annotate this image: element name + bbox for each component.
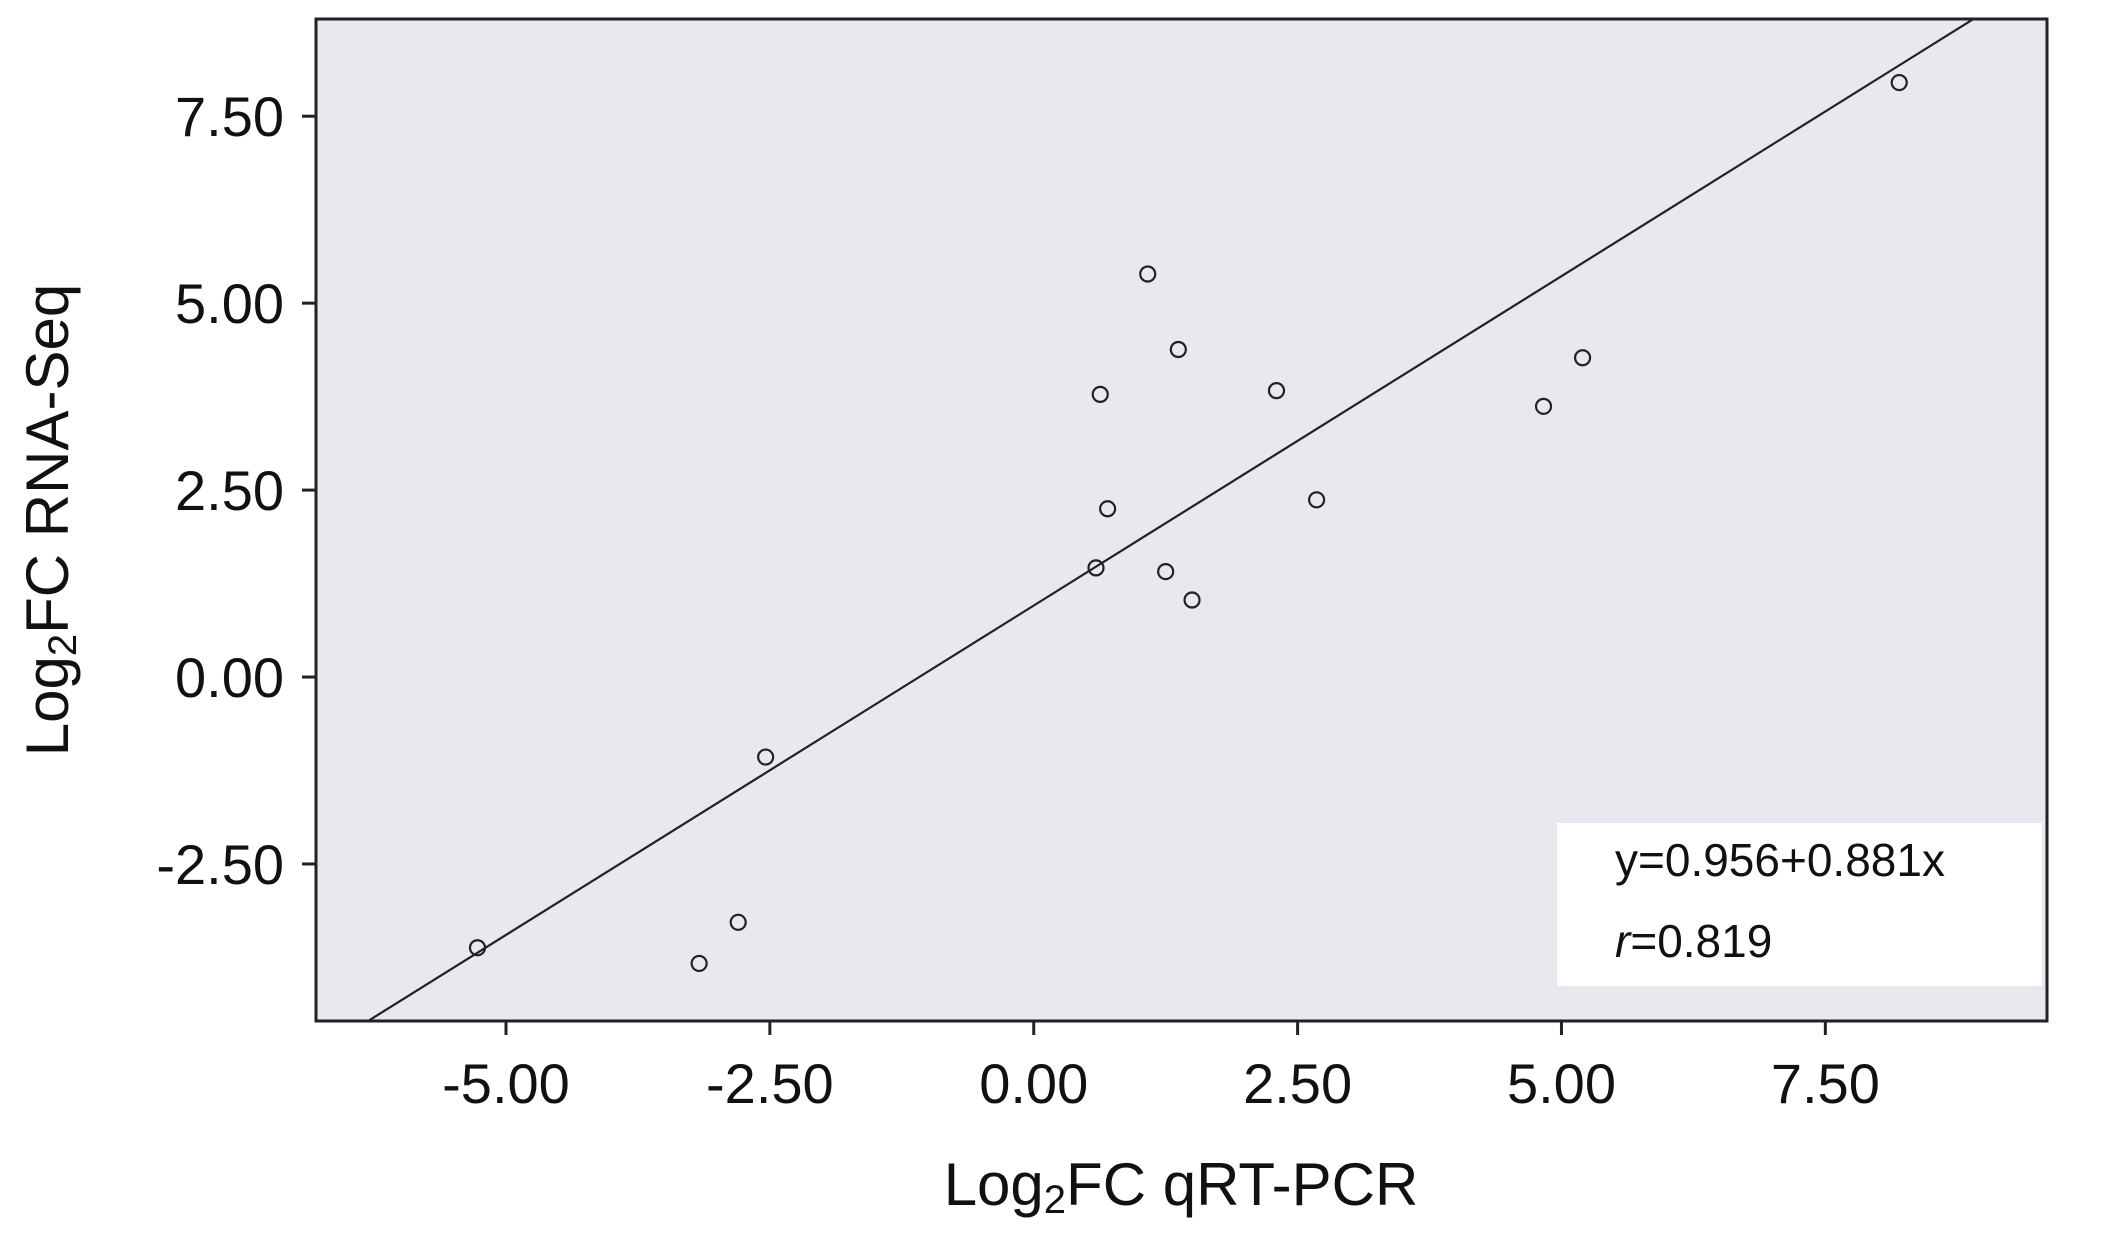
x-axis-title-subscript: 2: [1044, 1178, 1066, 1222]
y-axis-title-prefix: Log: [14, 656, 81, 756]
x-tick-label: -5.00: [442, 1052, 570, 1115]
regression-line: [366, 19, 1976, 1021]
x-tick-label: 7.50: [1771, 1052, 1880, 1115]
regression-equation: y=0.956+0.881x: [1615, 834, 1945, 886]
data-point: [1573, 349, 1592, 367]
y-axis-title-suffix: FC RNA-Seq: [14, 284, 81, 634]
y-tick-label: -2.50: [156, 833, 284, 896]
x-axis-title-suffix: FC qRT-PCR: [1066, 1151, 1418, 1218]
data-point: [1267, 382, 1286, 400]
data-point: [1308, 491, 1326, 509]
y-tick-label: 5.00: [175, 272, 284, 335]
data-point: [1087, 559, 1105, 577]
data-point: [1169, 340, 1187, 359]
annotation-box: [1557, 823, 2042, 986]
data-point: [1091, 385, 1109, 403]
regression-annotation: y=0.956+0.881x r=0.819: [1557, 823, 2042, 986]
y-axis-title-subscript: 2: [41, 634, 85, 656]
data-point: [757, 748, 775, 766]
y-tick-label: 0.00: [175, 646, 284, 709]
data-point: [1534, 397, 1553, 415]
data-point: [1139, 265, 1157, 283]
x-tick-label: 5.00: [1507, 1052, 1616, 1115]
correlation-label: r=0.819: [1615, 915, 1772, 967]
y-axis-tick-labels: -2.50 0.00 2.50 5.00 7.50: [156, 85, 284, 896]
data-point: [1157, 562, 1175, 581]
x-tick-label: 0.00: [979, 1052, 1088, 1115]
x-axis-tick-labels: -5.00 -2.50 0.00 2.50 5.00 7.50: [442, 1052, 1880, 1115]
data-point: [729, 913, 747, 931]
x-axis-title-prefix: Log: [944, 1151, 1044, 1218]
y-tick-label: 2.50: [175, 459, 284, 522]
data-points: [468, 73, 1908, 973]
data-point: [468, 939, 487, 957]
x-axis-title: Log2FC qRT-PCR: [944, 1151, 1419, 1222]
y-tick-label: 7.50: [175, 85, 284, 148]
data-point: [1890, 73, 1908, 92]
data-point: [1183, 591, 1201, 609]
data-point: [1099, 500, 1117, 518]
x-tick-label: 2.50: [1243, 1052, 1352, 1115]
x-tick-label: -2.50: [706, 1052, 834, 1115]
correlation-symbol: r: [1615, 915, 1632, 967]
y-axis-title: Log2FC RNA-Seq: [14, 284, 85, 756]
correlation-value: =0.819: [1630, 915, 1772, 967]
data-point: [690, 954, 708, 973]
axis-ticks: [302, 114, 1827, 1035]
